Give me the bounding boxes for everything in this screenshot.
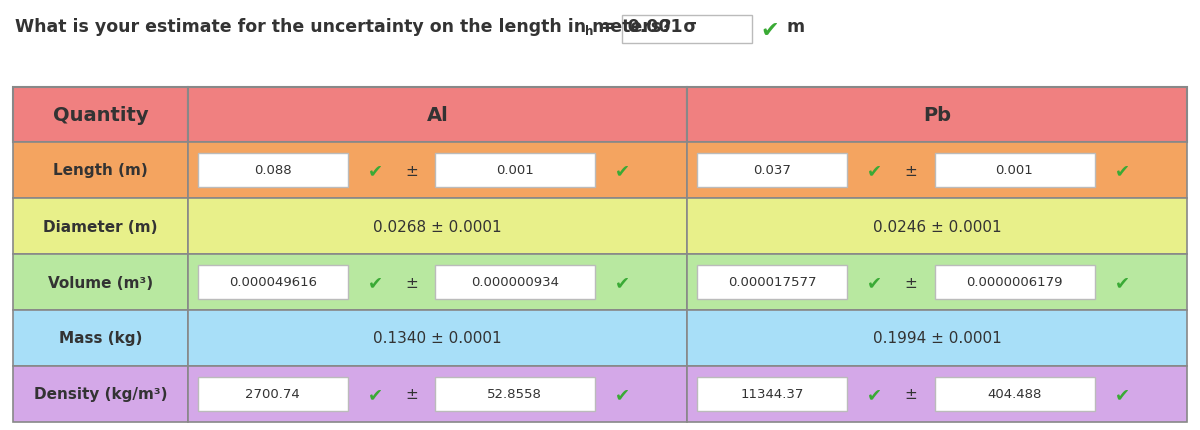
Text: 0.000000934: 0.000000934	[470, 276, 559, 289]
Text: ✔: ✔	[614, 385, 630, 403]
Text: Volume (m³): Volume (m³)	[48, 275, 154, 290]
Bar	[686, 88, 1187, 143]
Text: ✔: ✔	[1115, 162, 1129, 180]
Text: ±: ±	[404, 387, 418, 402]
Text: Quantity: Quantity	[53, 106, 149, 125]
Text: ±: ±	[905, 275, 917, 290]
Text: ±: ±	[404, 275, 418, 290]
Bar	[13, 143, 188, 199]
Text: 52.8558: 52.8558	[487, 387, 542, 401]
Bar	[697, 377, 847, 412]
Bar	[188, 366, 686, 422]
Bar	[188, 143, 686, 199]
Text: Length (m): Length (m)	[53, 163, 148, 178]
Bar	[188, 199, 686, 255]
Bar	[686, 310, 1187, 366]
Text: 0.0246 ± 0.0001: 0.0246 ± 0.0001	[872, 219, 1001, 234]
Text: ±: ±	[905, 387, 917, 402]
Bar	[13, 199, 188, 255]
Bar	[188, 88, 686, 143]
Text: 0.001: 0.001	[996, 164, 1033, 177]
Text: 0.1994 ± 0.0001: 0.1994 ± 0.0001	[872, 331, 1001, 346]
Text: ✔: ✔	[866, 273, 882, 291]
Bar	[935, 377, 1094, 412]
Bar	[436, 153, 595, 188]
Bar	[13, 366, 188, 422]
Bar	[935, 153, 1094, 188]
Text: ✔: ✔	[367, 273, 383, 291]
Bar	[622, 16, 752, 44]
Text: 0.000017577: 0.000017577	[727, 276, 816, 289]
Text: 0.1340 ± 0.0001: 0.1340 ± 0.0001	[373, 331, 502, 346]
Bar	[697, 153, 847, 188]
Bar	[188, 310, 686, 366]
Text: ✔: ✔	[866, 162, 882, 180]
Text: ✔: ✔	[367, 385, 383, 403]
Bar	[935, 265, 1094, 300]
Text: ✔: ✔	[760, 21, 779, 41]
Bar	[198, 153, 348, 188]
Text: Diameter (m): Diameter (m)	[43, 219, 157, 234]
Bar	[13, 88, 188, 143]
Text: h: h	[586, 25, 593, 38]
Text: Density (kg/m³): Density (kg/m³)	[34, 387, 167, 402]
Text: 0.000049616: 0.000049616	[229, 276, 317, 289]
Text: 404.488: 404.488	[988, 387, 1042, 401]
Text: ✔: ✔	[1115, 385, 1129, 403]
Text: =  0.001: = 0.001	[595, 18, 683, 36]
Text: 0.088: 0.088	[254, 164, 292, 177]
Text: ✔: ✔	[866, 385, 882, 403]
Text: ✔: ✔	[614, 162, 630, 180]
Text: 2700.74: 2700.74	[246, 387, 300, 401]
Text: Mass (kg): Mass (kg)	[59, 331, 142, 346]
Text: ✔: ✔	[1115, 273, 1129, 291]
Text: 0.037: 0.037	[754, 164, 791, 177]
Text: 11344.37: 11344.37	[740, 387, 804, 401]
Bar	[188, 255, 686, 310]
Bar	[13, 310, 188, 366]
Text: 0.0000006179: 0.0000006179	[966, 276, 1063, 289]
Text: ✔: ✔	[614, 273, 630, 291]
Text: 0.001: 0.001	[496, 164, 534, 177]
Text: Pb: Pb	[923, 106, 952, 125]
Bar	[436, 265, 595, 300]
Bar	[686, 143, 1187, 199]
Text: 0.0268 ± 0.0001: 0.0268 ± 0.0001	[373, 219, 502, 234]
Bar	[198, 265, 348, 300]
Text: ✔: ✔	[367, 162, 383, 180]
Text: ±: ±	[404, 163, 418, 178]
Bar	[13, 255, 188, 310]
Text: What is your estimate for the uncertainty on the length in meters?  σ: What is your estimate for the uncertaint…	[14, 18, 697, 36]
Bar	[686, 366, 1187, 422]
Bar	[436, 377, 595, 412]
Bar	[198, 377, 348, 412]
Text: Al: Al	[427, 106, 449, 125]
Bar	[686, 255, 1187, 310]
Text: ±: ±	[905, 163, 917, 178]
Bar	[697, 265, 847, 300]
Bar	[686, 199, 1187, 255]
Text: m: m	[787, 18, 805, 36]
